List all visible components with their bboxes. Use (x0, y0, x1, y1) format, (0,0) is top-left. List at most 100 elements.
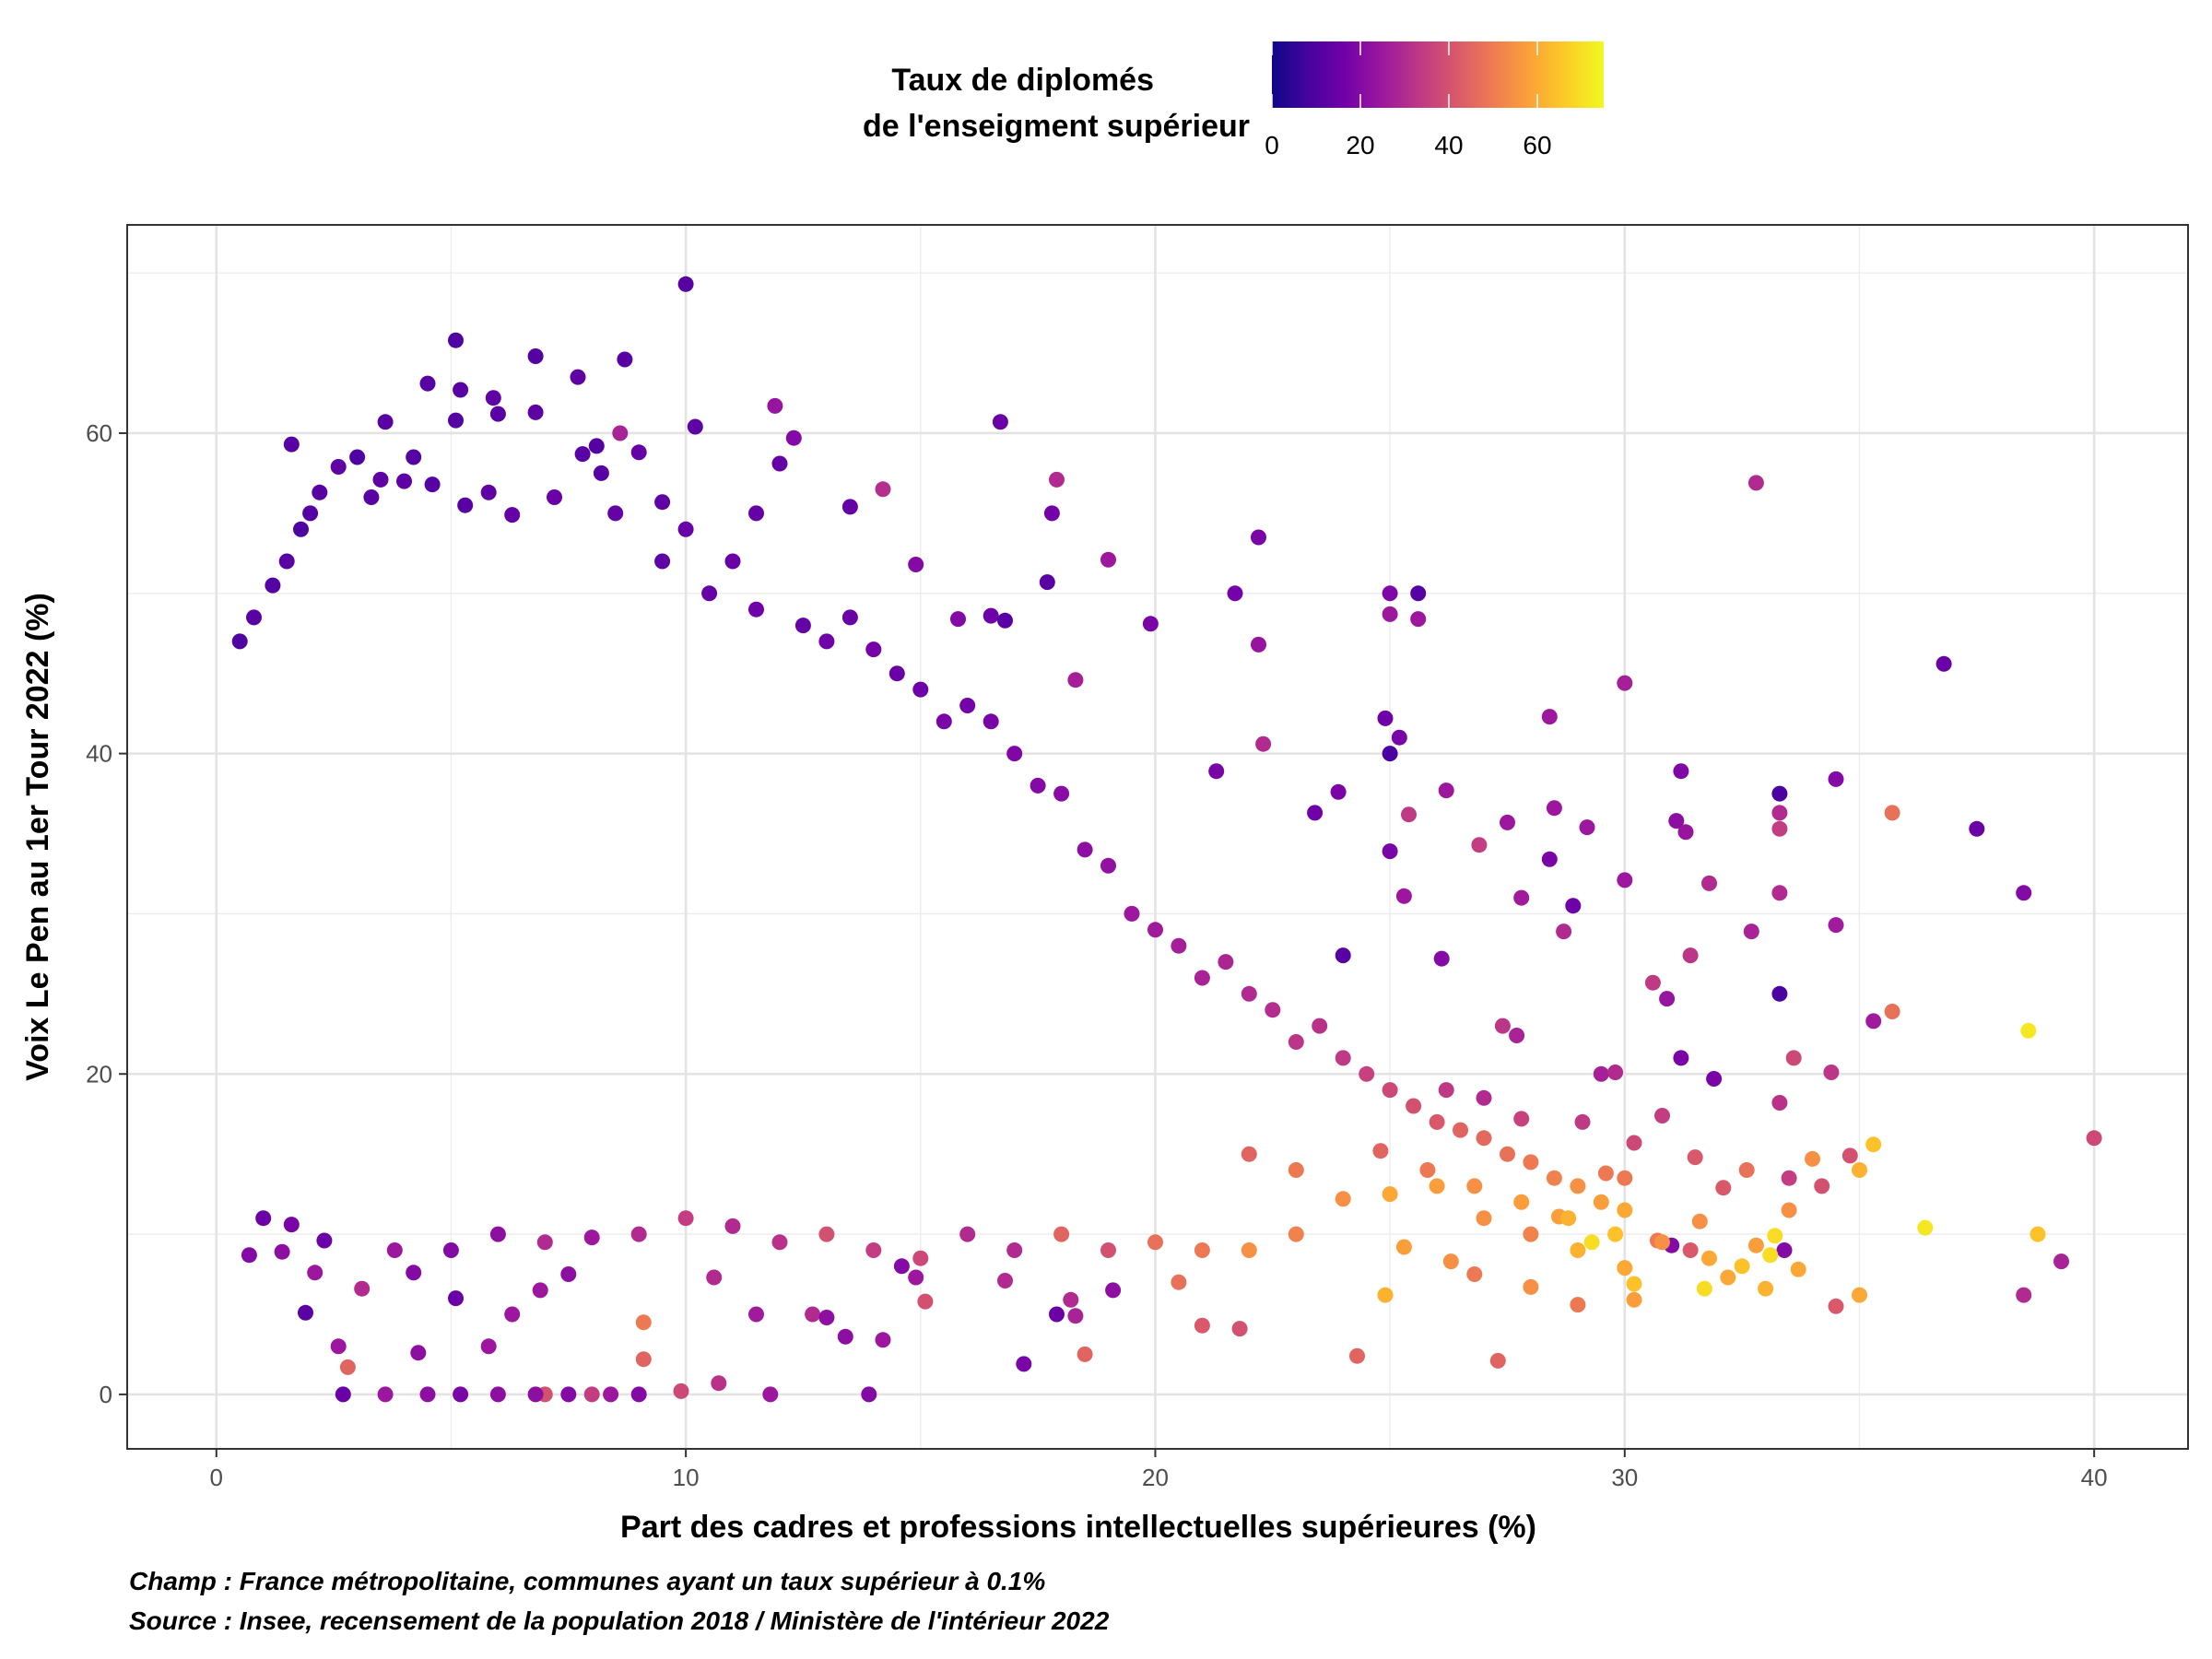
data-point (1049, 471, 1065, 488)
data-point (818, 633, 835, 650)
data-point (1251, 529, 1266, 546)
data-point (354, 1280, 371, 1297)
data-point (1617, 1202, 1633, 1218)
data-point (748, 601, 764, 618)
data-point (1852, 1162, 1867, 1178)
data-point (1771, 820, 1788, 837)
data-point (959, 1226, 976, 1242)
data-point (527, 404, 544, 420)
data-point (448, 412, 464, 429)
data-point (1359, 1065, 1375, 1082)
legend-tick-label: 40 (1434, 131, 1463, 159)
data-point (2016, 885, 2032, 901)
data-point (1377, 1287, 1394, 1303)
data-point (997, 612, 1013, 629)
x-tick-label: 10 (673, 1464, 700, 1491)
data-point (2086, 1130, 2102, 1147)
data-point (536, 1234, 553, 1251)
data-point (1738, 1162, 1755, 1178)
data-point (1466, 1178, 1483, 1194)
data-point (1395, 888, 1412, 904)
data-point (630, 444, 647, 461)
data-point (1884, 1004, 1900, 1019)
data-points (231, 276, 2102, 1403)
data-point (377, 1386, 394, 1403)
data-point (1583, 1234, 1600, 1251)
data-point (1617, 872, 1633, 888)
data-point (424, 477, 441, 493)
y-axis: 0 20 40 60 (86, 419, 127, 1408)
data-point (1607, 1226, 1624, 1242)
data-point (547, 489, 562, 505)
data-point (1593, 1194, 1609, 1210)
data-point (888, 665, 905, 682)
data-point (1039, 574, 1055, 591)
data-point (246, 609, 262, 626)
data-point (1574, 1113, 1591, 1130)
data-point (1677, 824, 1694, 841)
x-tick-label: 30 (1611, 1464, 1638, 1491)
data-point (1476, 1130, 1492, 1147)
data-point (1734, 1258, 1750, 1275)
data-point (1006, 746, 1023, 762)
data-point (1147, 1234, 1163, 1251)
data-point (1043, 505, 1060, 522)
data-point (1442, 1253, 1459, 1270)
data-point (1767, 1228, 1783, 1244)
data-point (241, 1247, 257, 1264)
data-point (1659, 991, 1676, 1007)
data-point (489, 406, 506, 422)
data-point (1570, 1297, 1586, 1313)
data-point (635, 1351, 652, 1368)
data-point (1382, 585, 1398, 602)
data-point (1593, 1065, 1609, 1082)
data-point (607, 505, 624, 522)
data-point (1419, 1162, 1436, 1178)
data-point (654, 553, 671, 570)
data-point (677, 1210, 694, 1227)
data-point (635, 1314, 652, 1331)
data-point (1673, 763, 1689, 780)
data-point (912, 1250, 929, 1266)
data-point (908, 557, 924, 572)
data-point (1016, 1356, 1032, 1372)
data-point (2016, 1287, 2032, 1303)
data-point (818, 1226, 835, 1242)
data-point (1251, 636, 1266, 653)
data-point (489, 1226, 506, 1242)
data-point (711, 1375, 727, 1392)
data-point (396, 473, 412, 489)
data-point (1762, 1247, 1779, 1264)
data-point (1654, 1108, 1670, 1124)
data-point (1429, 1113, 1445, 1130)
data-point (1500, 1146, 1515, 1162)
data-point (1523, 1278, 1539, 1295)
y-tick-label: 0 (100, 1381, 112, 1408)
data-point (1682, 947, 1699, 964)
data-point (1335, 1050, 1351, 1066)
data-point (1771, 985, 1788, 1002)
data-point (1227, 585, 1243, 602)
data-point (865, 1242, 882, 1258)
data-point (1410, 611, 1427, 628)
data-point (330, 1338, 347, 1355)
data-point (748, 1306, 764, 1323)
data-point (1030, 777, 1046, 794)
data-point (1696, 1280, 1712, 1297)
data-point (307, 1265, 324, 1281)
data-point (762, 1386, 779, 1403)
data-point (1401, 806, 1417, 823)
data-point (1241, 985, 1257, 1002)
data-point (1701, 1250, 1717, 1266)
data-point (1969, 820, 1985, 837)
data-point (448, 1290, 464, 1307)
data-point (1410, 585, 1427, 602)
data-point (480, 484, 497, 500)
data-point (593, 465, 609, 481)
data-point (1489, 1352, 1506, 1369)
data-point (410, 1345, 427, 1361)
data-point (1335, 1191, 1351, 1207)
data-point (1747, 475, 1764, 491)
data-point (231, 633, 248, 650)
